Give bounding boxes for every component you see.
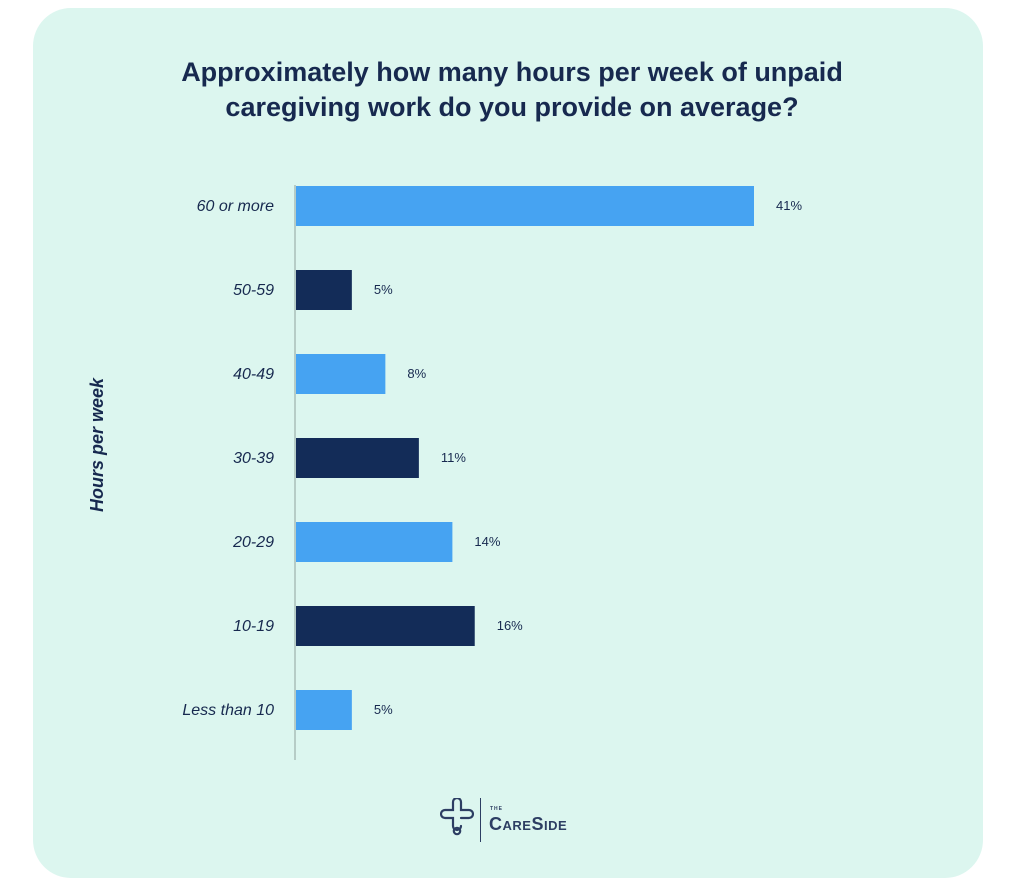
- value-label-0: 41%: [776, 198, 802, 213]
- logo-name: CareSide: [489, 813, 568, 834]
- category-label-5: 10-19: [233, 618, 274, 635]
- bar-5: [296, 606, 475, 646]
- chart-title-line-2: caregiving work do you provide on averag…: [225, 92, 799, 122]
- value-label-6: 5%: [374, 702, 393, 717]
- bar-2: [296, 354, 386, 394]
- logo-small-text: THE: [490, 805, 503, 812]
- bar-3: [296, 438, 419, 478]
- careside-logo: THE CareSide: [440, 796, 567, 844]
- value-label-3: 11%: [441, 450, 466, 465]
- category-label-0: 60 or more: [197, 198, 274, 215]
- category-label-2: 40-49: [233, 366, 274, 383]
- chart-card: [33, 8, 983, 878]
- chart-title-line-1: Approximately how many hours per week of…: [181, 57, 843, 87]
- category-label-6: Less than 10: [182, 702, 274, 719]
- category-label-1: 50-59: [233, 282, 274, 299]
- logo-wordmark: THE CareSide: [489, 806, 567, 835]
- bar-6: [296, 690, 352, 730]
- category-label-3: 30-39: [233, 450, 274, 467]
- careside-logo-icon: [440, 798, 474, 836]
- chart-title: Approximately how many hours per week of…: [0, 55, 1024, 125]
- bar-4: [296, 522, 453, 562]
- bar-0: [296, 186, 754, 226]
- bar-1: [296, 270, 352, 310]
- logo-divider: [480, 798, 481, 842]
- value-label-1: 5%: [374, 282, 393, 297]
- y-axis-title: Hours per week: [87, 377, 107, 512]
- value-label-4: 14%: [474, 534, 500, 549]
- value-label-5: 16%: [497, 618, 523, 633]
- value-label-2: 8%: [407, 366, 426, 381]
- category-label-4: 20-29: [232, 534, 274, 551]
